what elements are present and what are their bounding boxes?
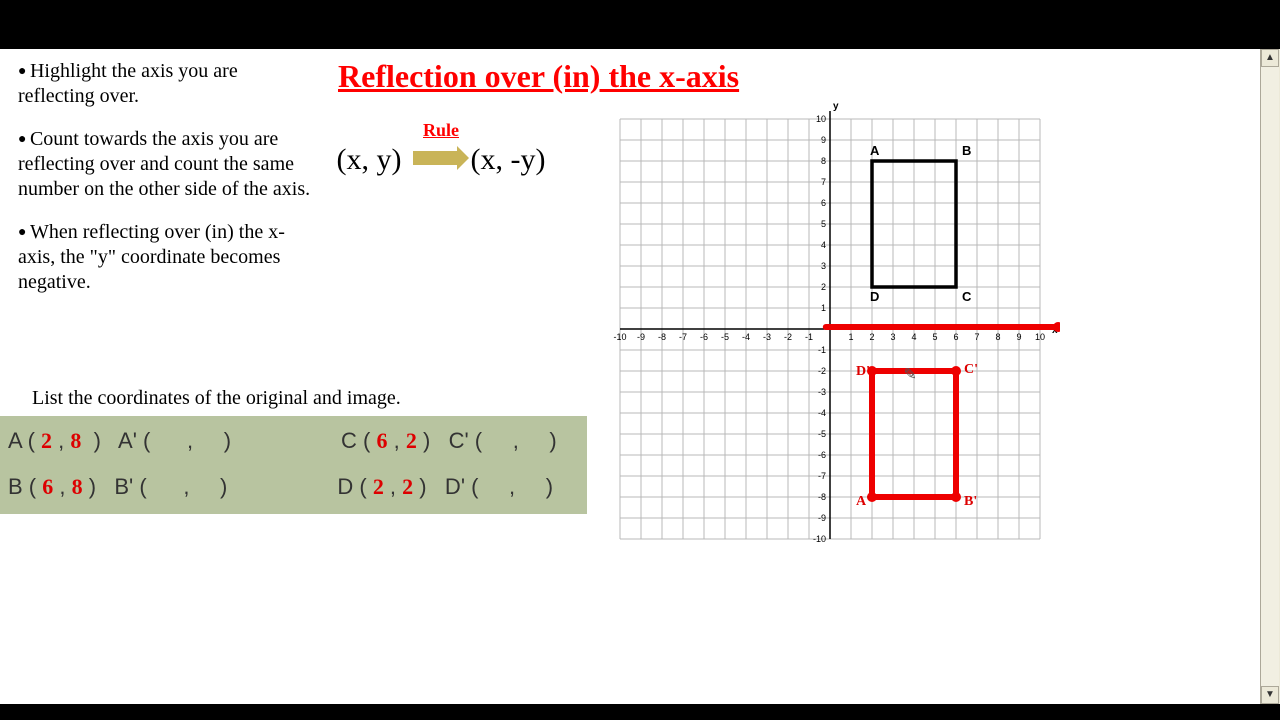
bullet-2: Count towards the axis you are reflectin…	[18, 127, 318, 202]
svg-text:-9: -9	[818, 513, 826, 523]
rule-label: Rule	[311, 120, 571, 141]
svg-text:B: B	[962, 143, 971, 158]
svg-text:-5: -5	[818, 429, 826, 439]
coords-header: List the coordinates of the original and…	[32, 387, 401, 410]
svg-text:3: 3	[821, 261, 826, 271]
svg-text:A: A	[870, 143, 880, 158]
svg-text:-4: -4	[818, 408, 826, 418]
svg-text:-6: -6	[700, 332, 708, 342]
svg-text:7: 7	[821, 177, 826, 187]
svg-text:-7: -7	[679, 332, 687, 342]
svg-text:✎: ✎	[904, 366, 917, 383]
rule-to: (x, -y)	[471, 143, 546, 176]
svg-text:-10: -10	[613, 332, 626, 342]
coordinate-grid: -10 -10 -9 -9 -8 -8 -7 -7 -6 -6 -5 -5 -4 -4 -3 -3 -2 -2 -1…	[600, 99, 1060, 559]
instruction-list: Highlight the axis you are reflecting ov…	[18, 59, 318, 313]
svg-text:4: 4	[821, 240, 826, 250]
svg-text:2: 2	[869, 332, 874, 342]
svg-text:10: 10	[816, 114, 826, 124]
window-bottombar	[0, 704, 1280, 720]
svg-text:-3: -3	[763, 332, 771, 342]
svg-text:-2: -2	[818, 366, 826, 376]
svg-text:A': A'	[856, 494, 870, 509]
svg-text:6: 6	[821, 198, 826, 208]
coords-row-2: B ( 6 , 8 ) B' ( , ) D ( 2 , 2 ) D' ( , …	[8, 474, 595, 500]
svg-text:4: 4	[911, 332, 916, 342]
svg-text:3: 3	[890, 332, 895, 342]
svg-text:C: C	[962, 289, 972, 304]
svg-text:5: 5	[932, 332, 937, 342]
rule-box: Rule (x, y) (x, -y)	[311, 120, 571, 177]
svg-text:y: y	[833, 101, 839, 112]
svg-text:10: 10	[1035, 332, 1045, 342]
svg-text:7: 7	[974, 332, 979, 342]
svg-text:C': C'	[964, 362, 978, 377]
svg-text:-10: -10	[813, 534, 826, 544]
svg-text:-6: -6	[818, 450, 826, 460]
svg-text:9: 9	[1016, 332, 1021, 342]
worksheet-page: Reflection over (in) the x-axis Highligh…	[0, 49, 1260, 704]
svg-text:2: 2	[821, 282, 826, 292]
svg-text:1: 1	[821, 303, 826, 313]
svg-text:-2: -2	[784, 332, 792, 342]
coords-table: A ( 2 , 8 ) A' ( , ) C ( 6 , 2 ) C' ( , …	[0, 416, 587, 514]
svg-text:D: D	[870, 289, 879, 304]
page-title: Reflection over (in) the x-axis	[338, 58, 739, 95]
scroll-down-button[interactable]: ▼	[1261, 686, 1279, 704]
svg-text:5: 5	[821, 219, 826, 229]
svg-text:-4: -4	[742, 332, 750, 342]
svg-text:9: 9	[821, 135, 826, 145]
svg-text:D': D'	[856, 364, 870, 379]
svg-text:8: 8	[995, 332, 1000, 342]
svg-text:-5: -5	[721, 332, 729, 342]
svg-text:-1: -1	[818, 345, 826, 355]
bullet-3: When reflecting over (in) the x-axis, th…	[18, 220, 318, 295]
rule-expression: (x, y) (x, -y)	[311, 143, 571, 177]
svg-text:-8: -8	[658, 332, 666, 342]
svg-text:8: 8	[821, 156, 826, 166]
arrow-icon	[413, 151, 459, 165]
window-topbar	[0, 0, 1280, 49]
vertical-scrollbar[interactable]: ▲ ▼	[1260, 49, 1280, 704]
svg-text:1: 1	[848, 332, 853, 342]
svg-text:B': B'	[964, 494, 977, 509]
svg-text:-7: -7	[818, 471, 826, 481]
svg-text:-9: -9	[637, 332, 645, 342]
scroll-track[interactable]	[1261, 67, 1279, 686]
bullet-1: Highlight the axis you are reflecting ov…	[18, 59, 318, 109]
scroll-up-button[interactable]: ▲	[1261, 49, 1279, 67]
svg-text:-3: -3	[818, 387, 826, 397]
rule-from: (x, y)	[337, 143, 402, 176]
svg-text:6: 6	[953, 332, 958, 342]
coords-row-1: A ( 2 , 8 ) A' ( , ) C ( 6 , 2 ) C' ( , …	[8, 428, 595, 454]
svg-text:-8: -8	[818, 492, 826, 502]
grid-svg: -10 -10 -9 -9 -8 -8 -7 -7 -6 -6 -5 -5 -4 -4 -3 -3 -2 -2 -1…	[600, 99, 1060, 559]
svg-text:-1: -1	[805, 332, 813, 342]
